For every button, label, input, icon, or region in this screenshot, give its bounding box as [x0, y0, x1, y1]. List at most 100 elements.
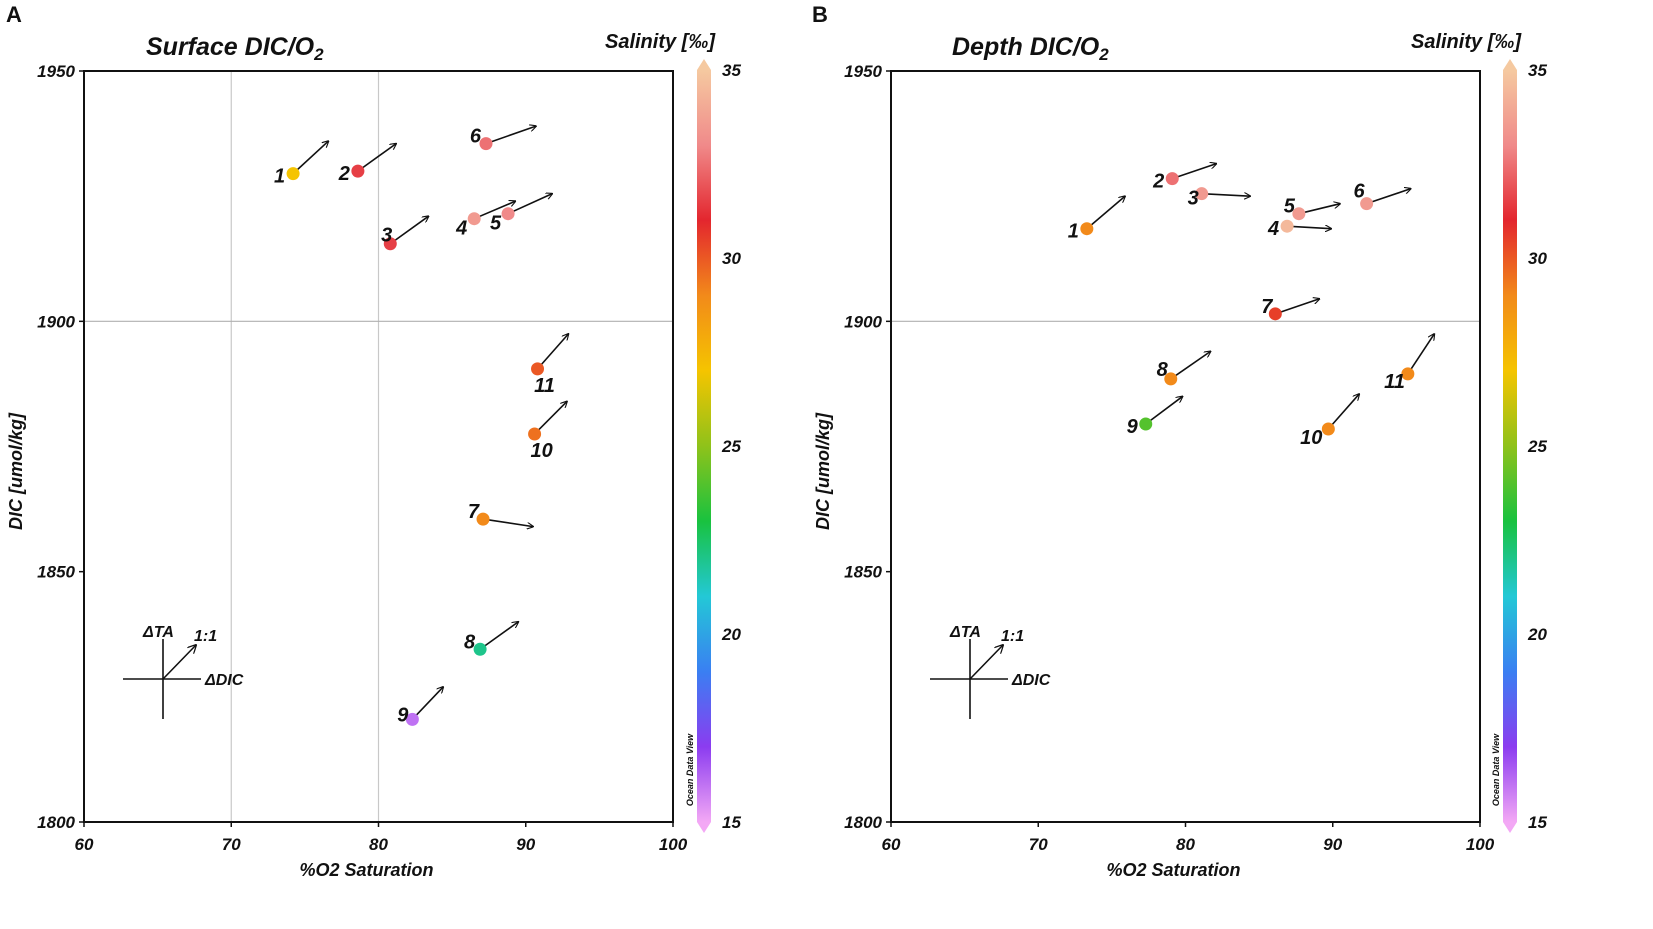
data-point-label: 2: [338, 163, 350, 185]
vector-arrow: [411, 687, 443, 720]
vector-arrow: [1407, 334, 1435, 375]
data-point-group: 7: [468, 501, 533, 527]
data-point: [1321, 422, 1335, 436]
data-point: [473, 642, 487, 656]
data-point-label: 2: [1152, 171, 1164, 193]
colorbar-tick-label: 25: [1527, 437, 1547, 456]
y-tick-label: 1800: [844, 813, 882, 832]
colorbar: Salinity [‰] 35 30 25 20 15 Ocean Data View: [605, 31, 741, 833]
data-point-group: 4: [455, 201, 515, 240]
vector-arrow: [536, 334, 569, 370]
data-point-group: 1: [274, 141, 328, 188]
vector-arrow: [1327, 394, 1359, 430]
vector-arrow: [479, 622, 518, 650]
colorbar-tick-label: 30: [1528, 249, 1547, 268]
data-point-label: 6: [470, 126, 482, 148]
colorbar-top-cap: [1503, 59, 1517, 70]
x-tick-label: 60: [882, 835, 901, 854]
data-point: [383, 237, 397, 251]
chart-title: Surface DIC/O2: [146, 33, 324, 64]
colorbar-title: Salinity [‰]: [1411, 31, 1522, 53]
x-tick-label: 90: [516, 835, 535, 854]
data-point-label: 10: [1300, 427, 1322, 449]
data-point-group: 11: [531, 334, 568, 397]
data-point-group: 2: [1152, 164, 1216, 193]
data-point: [1164, 372, 1178, 386]
data-point-group: 11: [1384, 334, 1434, 393]
y-tick-label: 1900: [37, 312, 75, 331]
colorbar-gradient: [1503, 70, 1517, 822]
data-point-group: 5: [1284, 196, 1340, 221]
vector-arrow: [1366, 189, 1411, 205]
data-point-label: 9: [1127, 416, 1139, 438]
vector-arrow: [473, 201, 515, 220]
data-point: [286, 167, 300, 181]
colorbar-tick-label: 30: [722, 249, 741, 268]
data-point: [1195, 187, 1209, 201]
legend-one-to-one-arrow: [162, 645, 196, 680]
data-point: [1292, 207, 1306, 221]
legend-ta-label: ΔTA: [949, 624, 981, 641]
data-point: [351, 164, 365, 178]
vector-arrow: [482, 518, 533, 527]
vector-arrow: [1298, 204, 1340, 215]
colorbar-credit: Ocean Data View: [1491, 733, 1501, 806]
y-tick-label: 1950: [844, 62, 882, 81]
legend-dic-label: ΔDIC: [204, 672, 244, 689]
vector-arrow: [507, 194, 552, 215]
data-point-group: 8: [1157, 351, 1211, 386]
colorbar-tick-label: 25: [721, 437, 741, 456]
data-point-group: 8: [464, 622, 518, 656]
chart-title-main: Depth DIC/O: [952, 33, 1100, 61]
data-point-label: 1: [274, 166, 285, 188]
colorbar-tick-label: 35: [722, 61, 741, 80]
vector-arrow: [292, 141, 328, 175]
data-point-group: 4: [1267, 218, 1331, 240]
colorbar-tick-label: 15: [1528, 813, 1547, 832]
vector-arrow: [357, 144, 396, 172]
colorbar-gradient: [697, 70, 711, 822]
data-point-group: 9: [1127, 396, 1183, 438]
data-point-label: 9: [397, 704, 409, 726]
y-tick-label: 1800: [37, 813, 75, 832]
data-point-label: 10: [530, 440, 552, 462]
chart-title-main: Surface DIC/O: [146, 33, 315, 61]
data-point-label: 7: [468, 501, 480, 523]
x-tick-label: 80: [1176, 835, 1195, 854]
colorbar-bottom-cap: [1503, 822, 1517, 833]
plot-frame: [890, 70, 1481, 823]
x-axis-label: %O2 Saturation: [299, 860, 433, 880]
data-point-label: 3: [381, 225, 392, 247]
data-point-label: 8: [464, 631, 476, 653]
colorbar-tick-label: 20: [721, 625, 741, 644]
vector-arrow: [1201, 194, 1251, 197]
vector-arrow: [1170, 351, 1211, 380]
chart-title-subscript: 2: [313, 45, 324, 64]
data-point: [1268, 307, 1282, 321]
vector-arrow: [1145, 396, 1183, 425]
legend-one-to-one-arrow: [969, 645, 1003, 680]
colorbar-top-cap: [697, 59, 711, 70]
vector-arrow: [1287, 226, 1331, 229]
data-point-group: 6: [470, 126, 536, 151]
colorbar: Salinity [‰] 35 30 25 20 15 Ocean Data View: [1411, 31, 1547, 833]
data-point: [1401, 367, 1415, 381]
data-point-label: 7: [1261, 296, 1273, 318]
y-axis-label: DIC [umol/kg]: [813, 412, 833, 530]
data-point: [1280, 219, 1294, 233]
data-point-label: 1: [1068, 221, 1079, 243]
legend-one-to-one-label: 1:1: [1001, 628, 1024, 645]
data-point: [1165, 172, 1179, 186]
y-tick-label: 1950: [37, 62, 75, 81]
data-point: [531, 362, 545, 376]
vector-arrow: [1086, 196, 1125, 230]
vector-arrow: [1275, 299, 1319, 315]
y-axis-label: DIC [umol/kg]: [6, 412, 26, 530]
x-tick-label: 60: [75, 835, 94, 854]
y-tick-label: 1850: [844, 563, 882, 582]
data-point-group: 3: [381, 216, 428, 251]
y-tick-label: 1850: [37, 563, 75, 582]
